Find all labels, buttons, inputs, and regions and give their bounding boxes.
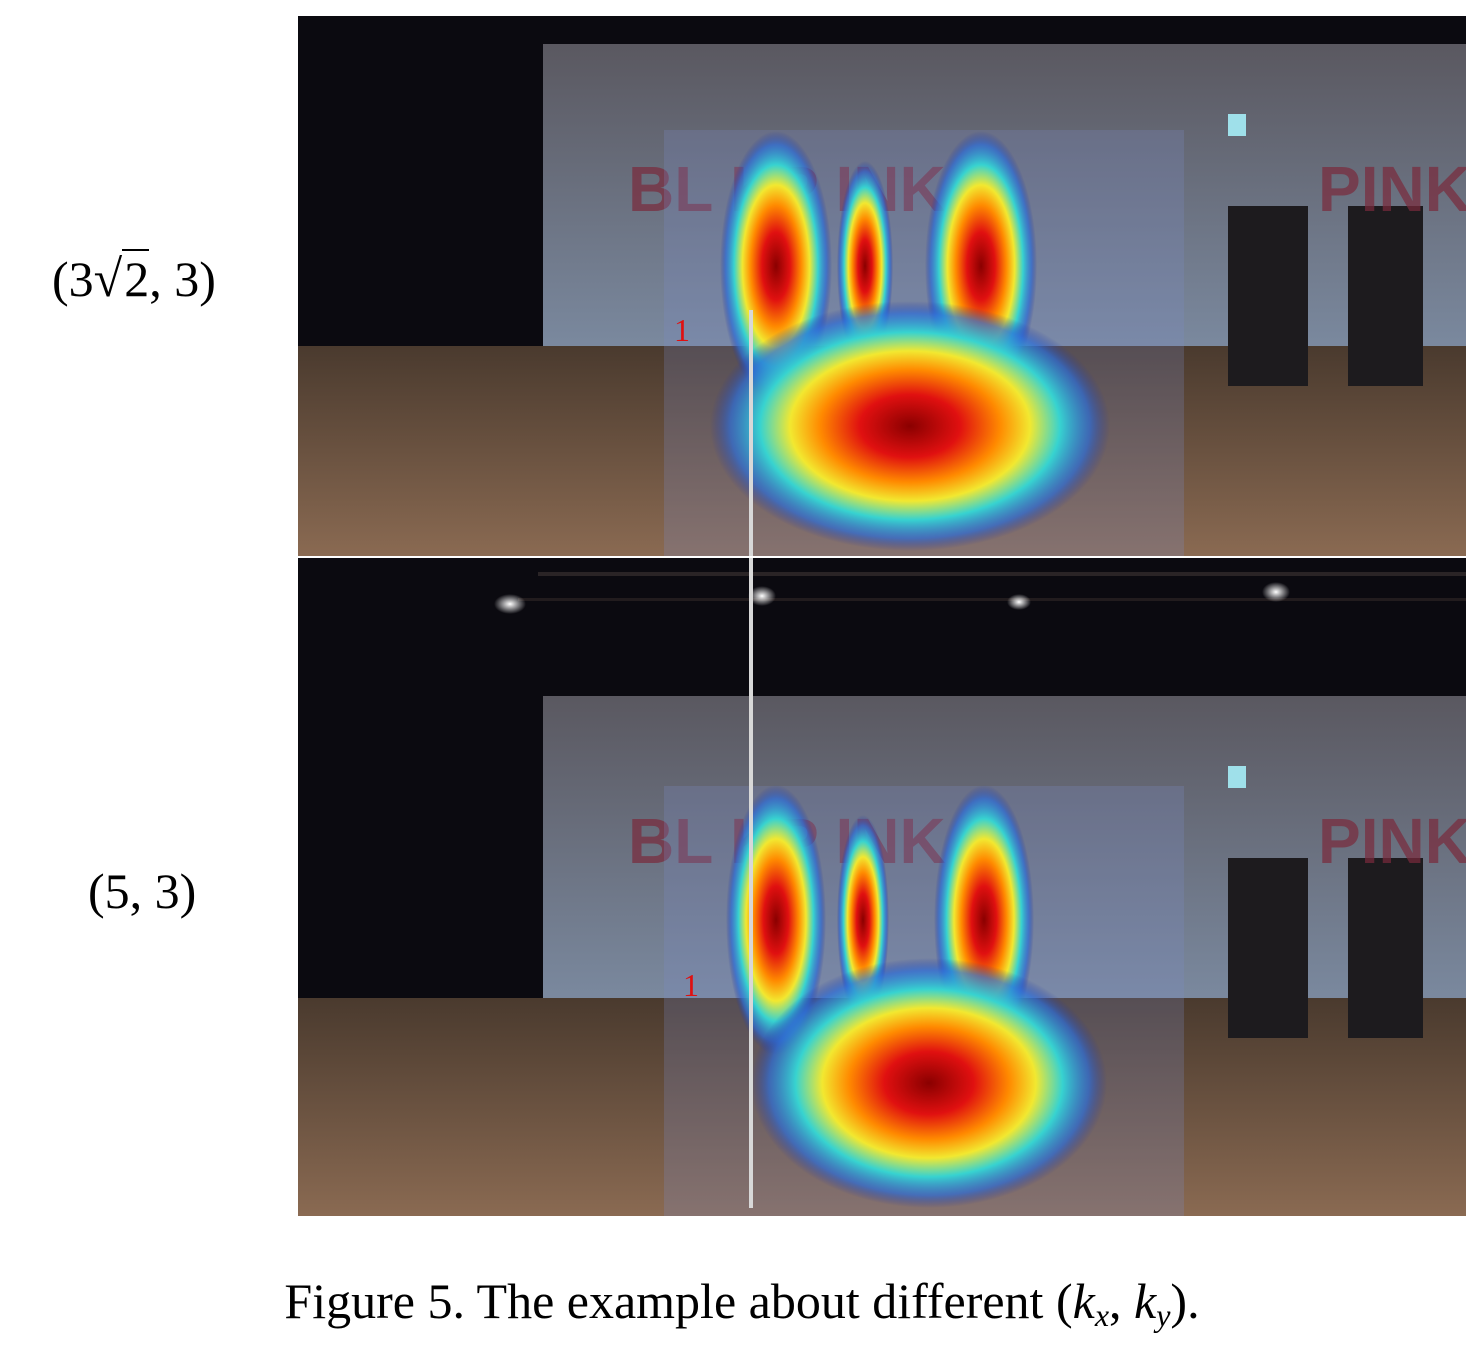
caption-open: (: [1055, 1273, 1073, 1329]
caption-prefix: Figure 5. The example about different: [284, 1273, 1056, 1329]
row-label-top-suffix: , 3): [149, 251, 216, 307]
marker-label-2: 1: [683, 967, 699, 1003]
heatmap-image-bottom: BL KP INK PINK 1: [298, 558, 1466, 1216]
caption-k2: k: [1134, 1273, 1157, 1329]
banner-text-right: PINK: [1318, 153, 1466, 225]
caption-k1: k: [1072, 1273, 1095, 1329]
marker-label: 1: [674, 312, 690, 348]
caption-comma: ,: [1109, 1273, 1135, 1329]
row-label-top: (3√2, 3): [52, 249, 216, 309]
sqrt-argument: 2: [122, 249, 150, 307]
caption-close: ).: [1170, 1273, 1200, 1329]
figure-caption: Figure 5. The example about different (k…: [0, 1272, 1484, 1334]
banner-text-right-2: PINK: [1318, 805, 1466, 877]
row-label-top-prefix: (3: [52, 251, 94, 307]
caption-sub-y: y: [1156, 1297, 1171, 1333]
row-label-bottom: (5, 3): [88, 863, 197, 919]
sqrt-symbol: √2: [93, 249, 150, 308]
caption-sub-x: x: [1094, 1297, 1110, 1333]
heatmap-image-top: BL KP INK PINK 1: [298, 16, 1466, 556]
